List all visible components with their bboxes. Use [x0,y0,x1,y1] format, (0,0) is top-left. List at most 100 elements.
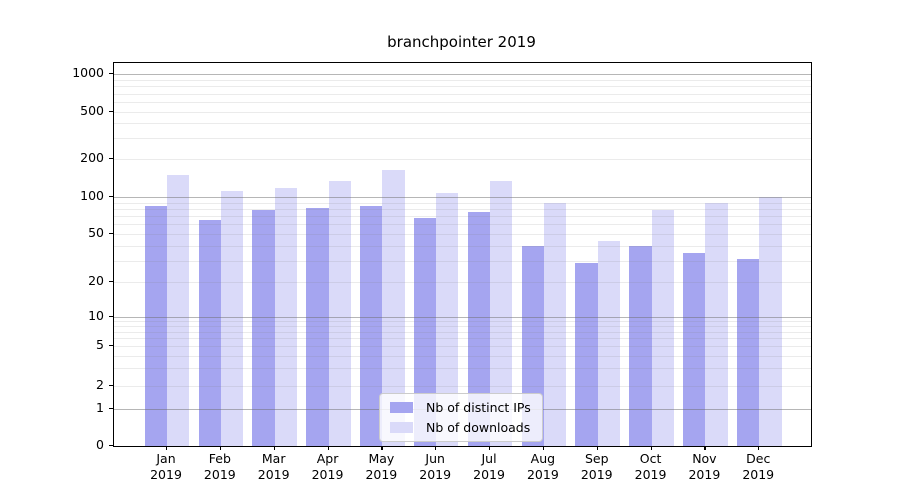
minor-gridline [114,79,811,81]
y-tick-mark [109,196,113,198]
legend-swatch-distinct-ips [390,402,413,413]
x-tick-year: 2019 [526,467,559,482]
plot-area: Nb of distinct IPs Nb of downloads [113,62,812,447]
bar-downloads [167,174,190,446]
major-gridline [114,317,811,318]
bar-distinct-ips [360,206,383,446]
minor-gridline [114,112,811,113]
x-tick-year: 2019 [473,467,505,482]
minor-gridline [114,216,811,218]
bar-distinct-ips [144,205,167,446]
y-tick-label: 500 [80,103,104,118]
x-tick-mark [273,446,275,450]
bar-downloads [651,209,674,446]
major-gridline [114,74,811,75]
x-tick-year: 2019 [688,467,721,482]
bar-distinct-ips [413,218,437,446]
minor-gridline [114,260,811,262]
x-tick-month: May [368,451,395,466]
x-tick-mark [327,446,329,450]
bar-downloads [543,203,567,446]
y-tick-mark [109,281,113,283]
minor-gridline [114,159,811,160]
x-tick-mark [650,446,652,450]
x-tick-label: Nov 2019 [672,451,736,483]
grid-layer [114,63,811,446]
x-tick-label: Apr 2019 [296,451,360,483]
bar-distinct-ips [252,210,275,446]
x-tick-year: 2019 [150,467,182,482]
chart-title: branchpointer 2019 [387,33,536,51]
y-tick-mark [109,111,113,113]
y-tick-label: 1 [96,400,104,415]
x-tick-year: 2019 [203,467,236,482]
y-tick-mark [109,316,113,318]
minor-gridline [114,338,811,340]
minor-gridline [114,208,811,210]
x-tick-month: Jan [156,451,176,466]
x-tick-month: Jul [481,451,497,466]
minor-gridline [114,282,811,283]
minor-gridline [114,245,811,247]
x-tick-year: 2019 [257,467,290,482]
x-tick-year: 2019 [634,467,667,482]
bar-downloads [382,170,405,446]
x-tick-month: Feb [208,451,231,466]
legend-row: Nb of downloads [390,420,531,435]
x-tick-mark [489,446,491,450]
bar-distinct-ips [198,220,221,446]
minor-gridline [114,102,811,103]
x-tick-label: Jul 2019 [457,451,521,483]
minor-gridline [114,202,811,204]
x-tick-label: Oct 2019 [619,451,683,483]
y-tick-label: 5 [96,337,104,352]
legend-swatch-downloads [390,422,413,433]
minor-gridline [114,386,811,387]
x-tick-label: Jun 2019 [403,451,467,483]
bar-downloads [759,197,782,446]
bar-downloads [490,181,513,446]
x-tick-month: Jun [425,451,445,466]
x-tick-mark [166,446,168,450]
bar-distinct-ips [629,245,652,446]
y-tick-label: 20 [88,273,104,288]
x-tick-month: Sep [584,451,609,466]
y-tick-label: 2 [96,377,104,392]
x-tick-year: 2019 [580,467,613,482]
minor-gridline [114,321,811,323]
x-tick-year: 2019 [311,467,344,482]
x-tick-year: 2019 [419,467,452,482]
bar-downloads [220,190,244,446]
x-tick-mark [704,446,706,450]
y-tick-label: 50 [88,225,104,240]
minor-gridline [114,224,811,226]
y-tick-mark [109,408,113,410]
y-tick-mark [109,445,113,447]
bar-downloads [328,180,351,446]
bar-distinct-ips [575,262,598,446]
y-tick-label: 1000 [72,65,104,80]
x-tick-mark [542,446,545,450]
minor-gridline [114,331,811,333]
x-tick-label: Mar 2019 [242,451,306,483]
y-tick-mark [109,233,113,235]
bars-layer [114,63,811,446]
x-tick-month: Oct [639,451,662,466]
x-tick-month: Dec [746,451,771,466]
x-tick-mark [381,446,383,450]
x-tick-label: Feb 2019 [188,451,252,483]
x-tick-mark [758,446,760,450]
x-tick-label: Sep 2019 [565,451,629,483]
y-tick-label: 100 [80,188,104,203]
minor-gridline [114,326,811,328]
y-tick-label: 10 [88,308,104,323]
x-tick-label: Jan 2019 [134,451,198,483]
x-tick-label: Aug 2019 [511,451,575,483]
x-tick-mark [435,446,437,450]
x-tick-month: Nov [692,451,717,466]
minor-gridline [114,368,811,370]
bar-distinct-ips [467,211,491,446]
x-tick-mark [596,446,598,450]
x-tick-label: Dec 2019 [726,451,790,483]
